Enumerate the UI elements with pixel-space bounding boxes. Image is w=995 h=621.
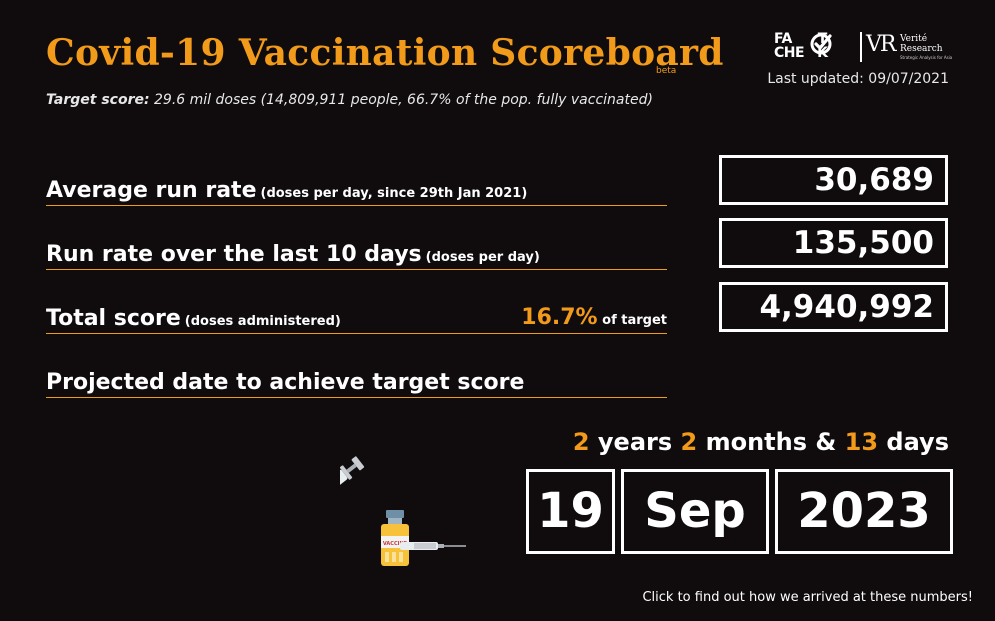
- logos: FA T CHE K VR Verité Research Strategic Ana…: [774, 30, 952, 66]
- syringe-icon: [400, 542, 466, 550]
- metric-sub: (doses per day, since 29th Jan 2021): [260, 186, 528, 201]
- metric-sub: (doses per day): [425, 250, 540, 265]
- factcheck-logo-line1: FA T: [774, 31, 827, 47]
- metric-sub: (doses administered): [184, 314, 341, 329]
- duration-months: 2: [680, 428, 698, 456]
- verite-research-logo[interactable]: VR Verité Research Strategic Analysis for…: [866, 32, 952, 64]
- vr-tagline: Strategic Analysis for Asia: [900, 55, 953, 60]
- duration-years: 2: [572, 428, 590, 456]
- percent-value: 16.7%: [521, 305, 598, 330]
- metric-label: Projected date to achieve target score: [46, 370, 525, 395]
- factcheck-logo[interactable]: FA T CHE K: [774, 30, 854, 62]
- metric-label: Average run rate (doses per day, since 29…: [46, 178, 528, 203]
- check-icon: [810, 33, 832, 55]
- projected-day: 19: [526, 469, 615, 554]
- percent-suffix: of target: [602, 313, 667, 328]
- duration-days: 13: [844, 428, 879, 456]
- metric-row-projected-date: Projected date to achieve target score: [46, 368, 667, 398]
- metric-label: Run rate over the last 10 days (doses per…: [46, 242, 540, 267]
- methodology-link[interactable]: Click to find out how we arrived at thes…: [642, 590, 973, 605]
- svg-text:VACCINE: VACCINE: [383, 541, 408, 547]
- metric-value-total-score: 4,940,992: [719, 282, 948, 332]
- target-text: 29.6 mil doses (14,809,911 people, 66.7%…: [149, 92, 653, 108]
- metric-label: Total score (doses administered): [46, 306, 341, 331]
- metric-row-total-score: Total score (doses administered) 16.7% of…: [46, 304, 667, 334]
- vr-name: Verité Research: [900, 34, 943, 54]
- percent-of-target: 16.7% of target: [521, 305, 667, 330]
- projected-year: 2023: [775, 469, 953, 554]
- beta-tag: beta: [656, 66, 677, 76]
- page-title: Covid-19 Vaccination Scoreboard: [46, 32, 724, 74]
- metric-row-last-10-days: Run rate over the last 10 days (doses per…: [46, 240, 667, 270]
- syringe-icon: [340, 456, 365, 499]
- projected-month: Sep: [621, 469, 769, 554]
- last-updated: Last updated: 09/07/2021: [767, 71, 949, 87]
- vr-monogram: VR: [866, 32, 896, 57]
- duration-days-label: days: [886, 428, 949, 456]
- metric-value-average-run-rate: 30,689: [719, 155, 948, 205]
- projection-duration: 2 years 2 months & 13 days: [573, 428, 949, 456]
- metric-value-last-10-days: 135,500: [719, 218, 948, 268]
- target-label: Target score:: [46, 92, 150, 108]
- vaccine-illustration: VACCINE: [340, 456, 466, 566]
- metric-row-average-run-rate: Average run rate (doses per day, since 29…: [46, 176, 667, 206]
- vaccine-vial-icon: VACCINE: [381, 510, 409, 566]
- target-score: Target score: 29.6 mil doses (14,809,911…: [46, 92, 653, 108]
- duration-years-label: years: [597, 428, 673, 456]
- logo-divider: [860, 32, 862, 62]
- duration-months-label: months &: [705, 428, 837, 456]
